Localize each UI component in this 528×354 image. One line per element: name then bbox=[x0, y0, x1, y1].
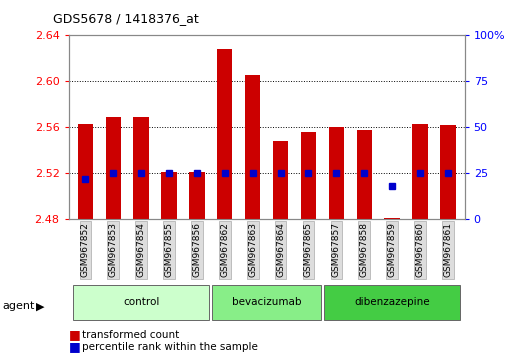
Text: ■: ■ bbox=[69, 341, 80, 353]
Bar bbox=[189, 172, 204, 219]
Bar bbox=[134, 117, 149, 219]
Text: GSM967862: GSM967862 bbox=[220, 222, 229, 278]
FancyBboxPatch shape bbox=[212, 285, 321, 320]
Text: percentile rank within the sample: percentile rank within the sample bbox=[82, 342, 258, 352]
Bar bbox=[412, 124, 428, 219]
Bar bbox=[162, 172, 177, 219]
Bar bbox=[384, 218, 400, 219]
Text: GSM967864: GSM967864 bbox=[276, 222, 285, 278]
Text: GSM967856: GSM967856 bbox=[192, 222, 201, 278]
Bar bbox=[273, 141, 288, 219]
Bar bbox=[106, 117, 121, 219]
Text: agent: agent bbox=[3, 301, 35, 311]
Text: dibenzazepine: dibenzazepine bbox=[354, 297, 430, 307]
Bar bbox=[78, 124, 93, 219]
Bar bbox=[301, 132, 316, 219]
Text: GSM967857: GSM967857 bbox=[332, 222, 341, 278]
Bar bbox=[440, 125, 456, 219]
Text: GSM967861: GSM967861 bbox=[444, 222, 452, 278]
Text: GSM967854: GSM967854 bbox=[137, 222, 146, 278]
FancyBboxPatch shape bbox=[73, 285, 210, 320]
Text: control: control bbox=[123, 297, 159, 307]
Text: GSM967859: GSM967859 bbox=[388, 222, 397, 278]
Text: GSM967865: GSM967865 bbox=[304, 222, 313, 278]
Bar bbox=[329, 127, 344, 219]
Text: GSM967858: GSM967858 bbox=[360, 222, 369, 278]
Bar bbox=[356, 130, 372, 219]
Text: GSM967855: GSM967855 bbox=[165, 222, 174, 278]
Bar bbox=[245, 75, 260, 219]
Text: GSM967853: GSM967853 bbox=[109, 222, 118, 278]
Text: GDS5678 / 1418376_at: GDS5678 / 1418376_at bbox=[53, 12, 199, 25]
Text: ▶: ▶ bbox=[36, 301, 44, 311]
Text: GSM967863: GSM967863 bbox=[248, 222, 257, 278]
Text: bevacizumab: bevacizumab bbox=[232, 297, 301, 307]
Text: transformed count: transformed count bbox=[82, 330, 179, 339]
Text: ■: ■ bbox=[69, 328, 80, 341]
Text: GSM967860: GSM967860 bbox=[416, 222, 425, 278]
Bar bbox=[217, 49, 232, 219]
FancyBboxPatch shape bbox=[324, 285, 460, 320]
Text: GSM967852: GSM967852 bbox=[81, 222, 90, 278]
